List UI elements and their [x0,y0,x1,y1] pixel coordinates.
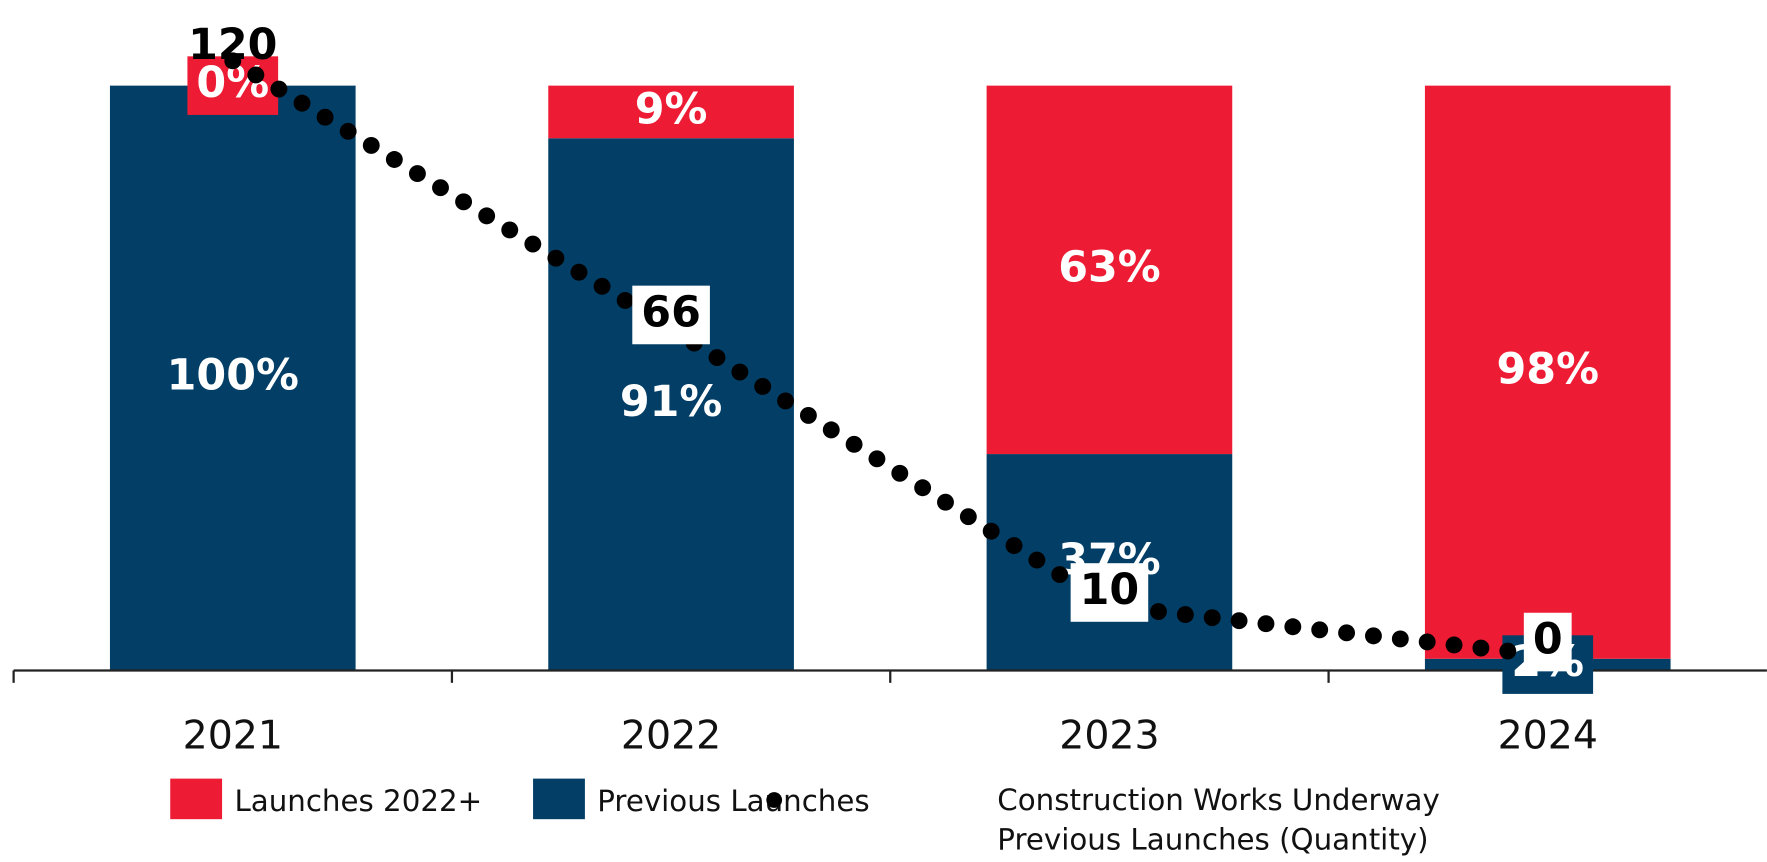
line-label-bg [1523,612,1572,672]
dotted-line [224,52,1557,665]
x-tick-label: 2021 [183,713,283,759]
legend-label: Construction Works Underway Previous Lau… [997,784,1440,858]
line-label: 120 [188,20,277,70]
bar-label: 63% [1058,242,1160,292]
bar-segment [109,85,356,671]
x-tick-label: 2023 [1059,713,1159,759]
bar-segment [1424,85,1671,659]
bar-label: 98% [1497,345,1599,395]
legend-swatch [533,778,585,820]
bar-segment [986,85,1233,455]
bar-segment [548,85,794,139]
legend-text-box: Construction Works Underway Previous Lau… [997,784,1440,858]
line-label: 10 [1080,565,1140,615]
line-label: 66 [641,287,701,337]
x-tick-label: 2024 [1498,713,1598,759]
bar-label: 100% [167,351,299,401]
legend-label: Previous Launches [597,784,869,818]
line-label-bg [1070,563,1149,622]
line-label: 0 [1533,615,1563,665]
line-label-bg [632,285,710,345]
legend-dot [766,792,783,808]
x-tick-label: 2022 [621,713,721,759]
bar-segment [548,138,794,671]
legend-swatch [170,778,223,820]
bar-label: 9% [635,84,708,134]
bar-segment [986,454,1233,671]
bar-label: 91% [620,377,722,427]
legend-label: Launches 2022+ [234,784,482,818]
